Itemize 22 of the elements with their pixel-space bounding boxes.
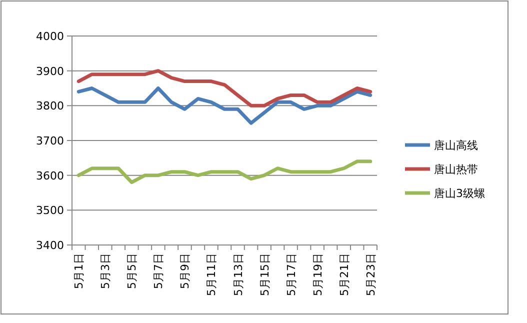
y-tick-label: 4000 <box>36 30 64 43</box>
legend-label: 唐山3级螺 <box>434 187 485 200</box>
legend-label: 唐山高线 <box>434 139 478 152</box>
legend-label: 唐山热带 <box>434 163 478 176</box>
x-tick-label: 5月17日 <box>284 253 298 296</box>
x-tick-label: 5月13日 <box>232 253 245 296</box>
x-tick-label: 5月7日 <box>152 253 166 289</box>
x-tick-label: 5月19日 <box>311 253 324 296</box>
x-tick-label: 5月23日 <box>364 253 378 296</box>
x-tick-label: 5月3日 <box>99 253 112 289</box>
y-tick-label: 3700 <box>36 134 64 148</box>
y-tick-label: 3600 <box>36 169 64 182</box>
y-tick-label: 3500 <box>36 204 64 218</box>
x-tick-label: 5月21日 <box>338 253 351 296</box>
x-tick-label: 5月5日 <box>126 253 139 289</box>
y-tick-label: 3900 <box>36 64 64 78</box>
y-tick-label: 3400 <box>36 239 64 252</box>
x-tick-label: 5月15日 <box>258 253 272 296</box>
y-tick-label: 3800 <box>36 100 64 113</box>
x-tick-label: 5月9日 <box>178 253 192 289</box>
x-tick-label: 5月1日 <box>72 253 86 289</box>
x-tick-label: 5月11日 <box>205 253 218 296</box>
